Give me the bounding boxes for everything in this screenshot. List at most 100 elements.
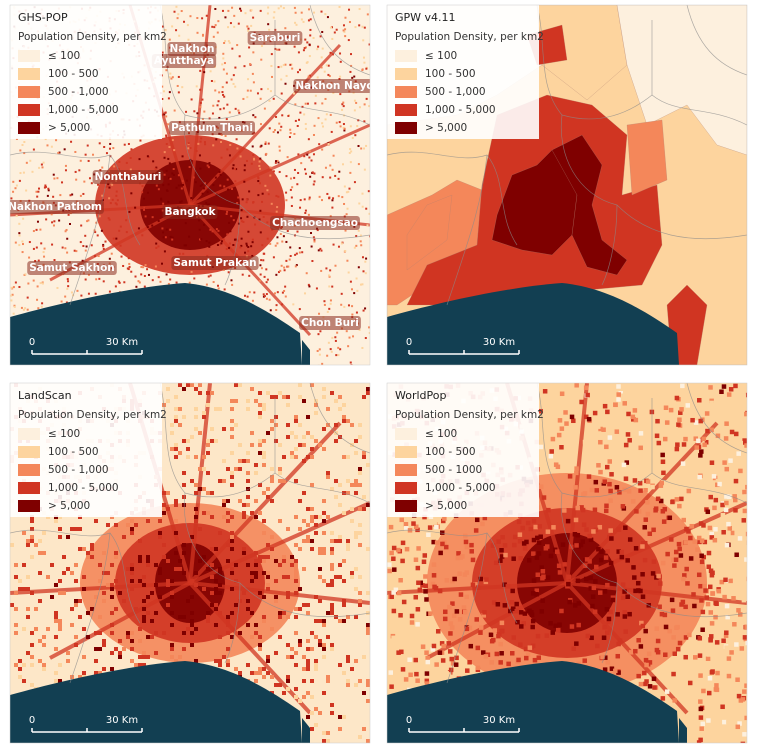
density-cell [658, 483, 664, 488]
density-cell [66, 535, 70, 539]
density-cell [30, 591, 34, 595]
density-cell [669, 537, 674, 542]
density-cell [742, 732, 747, 737]
density-cell [262, 215, 265, 218]
density-cell [745, 392, 747, 398]
density-cell [138, 627, 142, 631]
density-cell [616, 670, 621, 675]
density-cell [343, 185, 346, 188]
density-cell [278, 145, 281, 148]
density-cell [428, 611, 433, 616]
density-cell [14, 631, 18, 635]
density-cell [111, 198, 114, 201]
density-cell [180, 187, 183, 190]
density-cell [236, 147, 239, 150]
density-cell [26, 543, 30, 547]
density-cell [230, 547, 234, 551]
density-cell [464, 544, 470, 550]
density-cell [205, 14, 208, 17]
density-cell [661, 519, 667, 524]
density-cell [350, 53, 353, 56]
density-cell [190, 383, 194, 387]
density-cell [563, 410, 568, 415]
density-cell [138, 158, 141, 161]
density-cell [36, 220, 39, 223]
density-cell [366, 224, 369, 227]
density-cell [387, 562, 392, 567]
density-cell [266, 659, 270, 663]
density-cell [226, 499, 230, 503]
density-cell [736, 693, 742, 699]
density-cell [722, 594, 727, 600]
density-cell [713, 497, 719, 503]
density-cell [661, 470, 666, 476]
density-cell [154, 563, 158, 567]
density-cell [357, 229, 360, 232]
density-cell [490, 543, 496, 548]
density-cell [32, 247, 35, 250]
density-cell [358, 8, 361, 11]
density-cell [343, 305, 346, 308]
density-cell [217, 287, 220, 290]
density-cell [313, 240, 316, 243]
legend-swatch [395, 68, 417, 80]
density-cell [616, 527, 622, 532]
density-cell [197, 142, 200, 145]
density-cell [232, 243, 235, 246]
density-cell [326, 583, 330, 587]
density-cell [282, 395, 286, 399]
density-cell [258, 165, 261, 168]
density-cell [572, 532, 578, 537]
density-cell [170, 77, 173, 80]
density-cell [608, 609, 613, 615]
density-cell [166, 579, 170, 583]
density-cell [168, 146, 171, 149]
density-cell [409, 620, 415, 625]
density-cell [422, 514, 427, 520]
density-cell [658, 581, 663, 586]
density-cell [322, 519, 326, 523]
density-cell [414, 671, 419, 677]
density-cell [180, 10, 183, 13]
density-cell [248, 46, 251, 49]
density-cell [342, 101, 345, 104]
density-cell [58, 219, 61, 222]
density-cell [194, 415, 198, 419]
density-cell [326, 471, 330, 475]
density-cell [141, 191, 144, 194]
density-cell [64, 169, 67, 172]
density-cell [424, 678, 430, 684]
scale-label: 0 [29, 337, 35, 348]
density-cell [319, 35, 322, 38]
density-cell [294, 479, 298, 483]
density-cell [314, 595, 318, 599]
density-cell [19, 172, 22, 175]
density-cell [278, 519, 282, 523]
density-cell [65, 228, 68, 231]
density-cell [254, 463, 258, 467]
density-cell [396, 547, 401, 553]
density-cell [631, 417, 636, 422]
density-cell [663, 405, 669, 410]
density-cell [348, 152, 351, 155]
density-cell [745, 640, 747, 646]
density-cell [127, 257, 130, 260]
density-cell [314, 411, 318, 415]
density-cell [519, 624, 524, 629]
density-cell [338, 619, 342, 623]
density-cell [200, 137, 203, 140]
density-cell [523, 646, 529, 652]
density-cell [630, 414, 636, 420]
density-cell [110, 595, 114, 599]
density-cell [58, 527, 62, 531]
density-cell [161, 51, 164, 54]
density-cell [602, 589, 608, 594]
density-cell [696, 438, 701, 444]
road-corridor [188, 421, 342, 585]
density-cell [699, 449, 704, 454]
density-cell [82, 655, 86, 659]
density-cell [310, 547, 314, 551]
density-cell [424, 671, 430, 676]
legend-swatch [18, 464, 40, 476]
